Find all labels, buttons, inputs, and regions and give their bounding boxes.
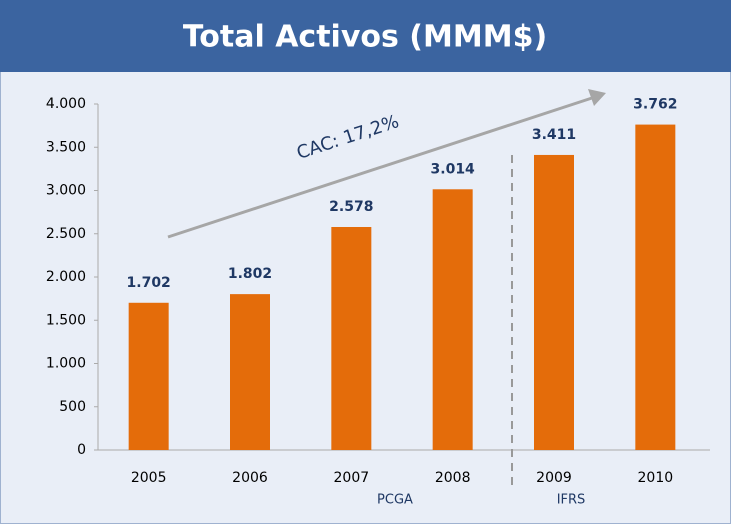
y-tick-label: 0 <box>77 442 86 458</box>
value-label: 1.802 <box>228 266 272 282</box>
x-tick-label: 2010 <box>638 470 674 486</box>
x-tick-label: 2008 <box>435 470 471 486</box>
bar <box>230 294 270 450</box>
x-tick-label: 2006 <box>232 470 268 486</box>
header <box>0 0 731 72</box>
bar <box>635 124 676 450</box>
y-tick-label: 1.500 <box>46 312 86 328</box>
chart-title: Total Activos (MMM$) <box>183 20 547 55</box>
y-tick-label: 4.000 <box>46 96 86 112</box>
trend-arrow <box>167 96 593 239</box>
bar <box>534 154 574 451</box>
value-label: 1.702 <box>127 275 171 291</box>
value-label: 3.411 <box>532 127 576 143</box>
bar <box>432 189 473 450</box>
value-label: 3.762 <box>633 97 677 113</box>
x-tick-label: 2005 <box>131 470 167 486</box>
arrow-head <box>588 89 606 106</box>
bar <box>128 302 169 450</box>
y-tick-label: 3.500 <box>46 139 86 155</box>
y-tick-label: 500 <box>59 399 86 415</box>
x-tick-label: 2009 <box>536 470 572 486</box>
x-tick-label: 2007 <box>334 470 370 486</box>
y-tick-label: 3.000 <box>46 183 86 199</box>
y-tick-label: 2.000 <box>46 269 86 285</box>
y-tick-label: 1.000 <box>46 356 86 372</box>
value-label: 2.578 <box>329 199 373 215</box>
value-label: 3.014 <box>431 161 476 177</box>
y-tick-label: 2.500 <box>46 226 86 242</box>
annotation: PCGA <box>377 493 413 508</box>
bar <box>331 227 372 450</box>
annotation: IFRS <box>557 493 586 508</box>
